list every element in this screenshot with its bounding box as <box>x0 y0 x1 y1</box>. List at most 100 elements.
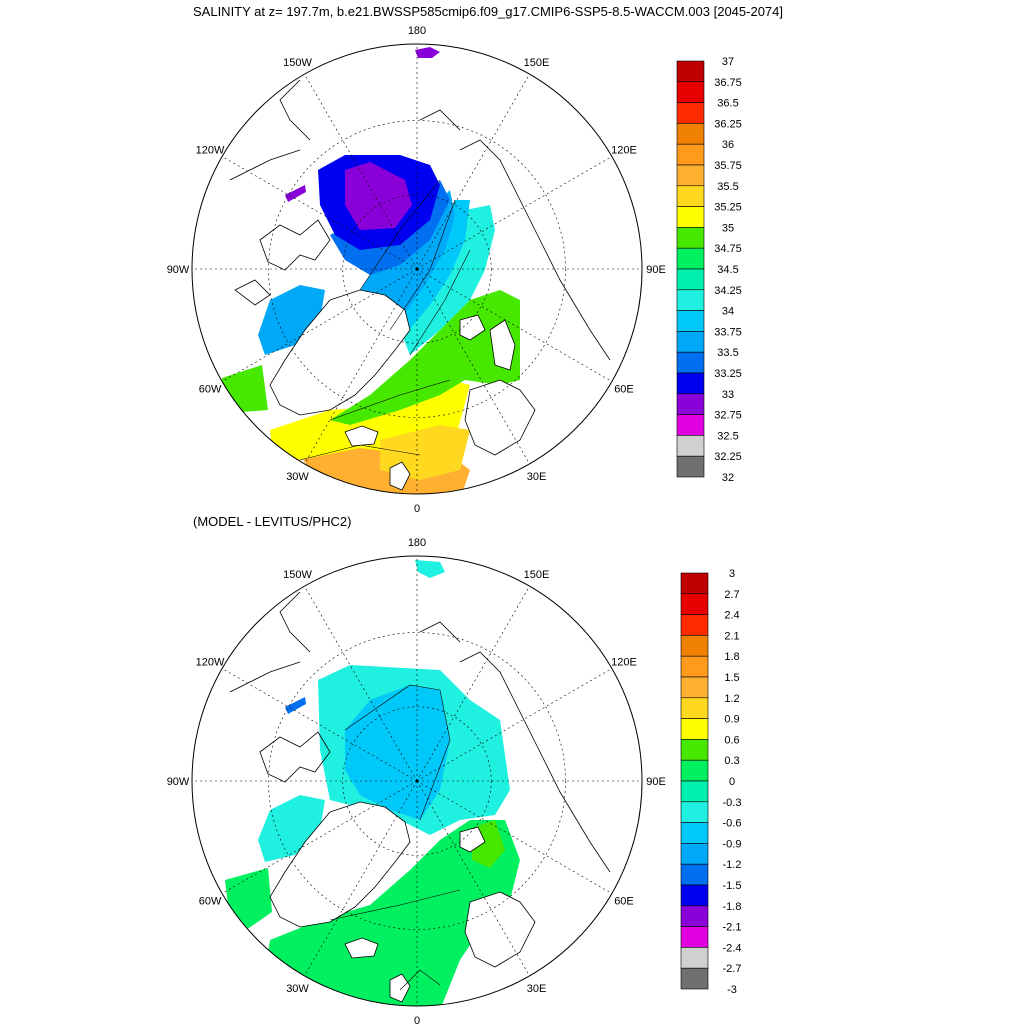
colorbar-tick-label: 35.25 <box>714 202 742 214</box>
colorbar-swatch <box>676 351 705 374</box>
top-longitude-labels: 180 150E 120E 90E 60E 30E 0 30W 60W 90W 120W 150W <box>167 25 666 515</box>
colorbar-swatch <box>676 60 705 83</box>
colorbar-tick-label: -1.2 <box>723 859 742 871</box>
top-longitude-label: 60E <box>614 384 634 396</box>
colorbar-swatch <box>676 164 705 187</box>
bottom-longitude-label: 180 <box>408 537 426 549</box>
bottom-longitude-label: 120W <box>196 657 225 669</box>
diff-field-canadian <box>258 795 325 862</box>
page-title: SALINITY at z= 197.7m, b.e21.BWSSP585cmi… <box>193 4 783 19</box>
colorbar-tick-label: 0.6 <box>724 734 739 746</box>
colorbar-tick-label: -3 <box>727 984 737 996</box>
bottom-longitude-label: 90E <box>646 776 666 788</box>
bottom-polar-map: 180 150E 120E 90E 60E 30E 0 30W 60W 90W 120W 150W <box>167 537 666 1024</box>
colorbar-swatch <box>676 206 705 228</box>
top-latitude-circle <box>342 194 492 344</box>
colorbar-tick-label: 0.3 <box>724 755 739 767</box>
bottom-longitude-label: 120E <box>611 657 637 669</box>
colorbar-swatch <box>680 947 709 969</box>
top-map-boundary <box>191 43 643 495</box>
top-polar-map: 180 150E 120E 90E 60E 30E 0 30W 60W 90W 120W 150W <box>167 25 666 515</box>
land-siberia-coast <box>419 109 611 361</box>
colorbar-swatch <box>680 822 709 844</box>
bottom-latitude-circle <box>342 706 492 856</box>
bottom-longitude-labels: 180 150E 120E 90E 60E 30E 0 30W 60W 90W 120W 150W <box>167 537 666 1024</box>
field-green-labrador <box>222 365 268 412</box>
colorbar-swatch <box>680 635 709 657</box>
colorbar-tick-label: 33.75 <box>714 326 742 338</box>
colorbar-tick-label: -1.5 <box>723 880 742 892</box>
colorbar-swatch <box>680 655 709 678</box>
diff-land-alaska <box>229 591 331 783</box>
bottom-longitude-label: 0 <box>414 1015 420 1024</box>
colorbar-tick-label: 36.75 <box>714 77 742 89</box>
land-scandinavia <box>464 379 536 456</box>
colorbar-swatch <box>676 143 705 166</box>
diff-field-green <box>265 820 520 1006</box>
colorbar-swatch <box>676 455 705 478</box>
colorbar-tick-label: 33.5 <box>717 347 738 359</box>
contour-lines <box>299 179 471 461</box>
land-novaya <box>489 319 516 371</box>
diff-field-green-labrador <box>225 868 272 930</box>
colorbar-tick-label: 32.25 <box>714 451 742 463</box>
colorbar-tick-label: 36.25 <box>714 118 742 130</box>
colorbar-tick-label: 32.5 <box>717 430 738 442</box>
colorbar-tick-label: 34.5 <box>717 264 738 276</box>
colorbar-tick-label: -2.7 <box>723 963 742 975</box>
colorbar-tick-label: -0.6 <box>723 818 742 830</box>
field-canadian-strait <box>258 285 325 355</box>
colorbar-tick-label: 36 <box>722 139 734 151</box>
diff-land-siberia <box>419 621 611 873</box>
diff-field-blue <box>345 685 450 820</box>
colorbar-swatch <box>676 435 705 457</box>
diff-contours <box>329 684 461 991</box>
colorbar-tick-label: 34 <box>722 306 734 318</box>
colorbar-swatch <box>676 289 705 311</box>
colorbar-tick-label: 33 <box>722 389 734 401</box>
diff-land-iceland <box>344 937 379 959</box>
bottom-map-boundary <box>191 555 643 1007</box>
colorbar-tick-label: 3 <box>729 568 735 580</box>
colorbar-swatch <box>680 676 709 699</box>
top-graticule <box>192 44 642 494</box>
colorbar-swatch <box>680 863 709 886</box>
top-longitude-label: 150E <box>524 57 550 69</box>
colorbar-swatch <box>676 331 705 353</box>
difference-title: (MODEL - LEVITUS/PHC2) <box>193 514 352 529</box>
colorbar-tick-label: 32 <box>722 472 734 484</box>
land-canadian-arch <box>234 219 331 306</box>
top-longitude-label: 60W <box>199 384 222 396</box>
colorbar-swatch <box>680 593 709 615</box>
colorbar-tick-label: 35 <box>722 222 734 234</box>
colorbar-tick-label: 34.75 <box>714 243 742 255</box>
land-greenland <box>269 289 411 416</box>
colorbar-tick-label: 34.25 <box>714 285 742 297</box>
colorbar-swatch <box>676 268 705 291</box>
colorbar-tick-label: 33.25 <box>714 368 742 380</box>
colorbar-tick-label: 1.8 <box>724 651 739 663</box>
colorbar-tick-label: 2.1 <box>724 630 739 642</box>
colorbar-tick-label: 0 <box>729 776 735 788</box>
colorbar-swatch <box>676 372 705 395</box>
colorbar-swatch <box>676 414 705 436</box>
bottom-latitude-circle <box>268 632 566 930</box>
bottom-longitude-label: 60W <box>199 896 222 908</box>
colorbar-swatch <box>680 572 709 595</box>
colorbar-swatch <box>676 81 705 103</box>
top-longitude-label: 30E <box>527 471 547 483</box>
top-longitude-label: 120E <box>611 145 637 157</box>
colorbar-swatch <box>680 614 709 636</box>
top-longitude-label: 0 <box>414 503 420 515</box>
colorbar-tick-label: -0.3 <box>723 797 742 809</box>
diff-field-top <box>415 560 445 578</box>
bottom-longitude-label: 90W <box>167 776 190 788</box>
colorbar-swatch <box>680 843 709 865</box>
bottom-longitude-label: 60E <box>614 896 634 908</box>
bottom-longitude-label: 30E <box>527 983 547 995</box>
bottom-colorbar: 3 2.7 2.4 2.1 1.8 1.5 1.2 0.9 0.6 0.3 0 -0.3 -0.6 -0.… <box>680 568 742 996</box>
field-hudson <box>285 185 306 202</box>
colorbar-swatch <box>680 718 709 740</box>
colorbar-tick-label: 1.5 <box>724 672 739 684</box>
colorbar-swatch <box>676 227 705 249</box>
